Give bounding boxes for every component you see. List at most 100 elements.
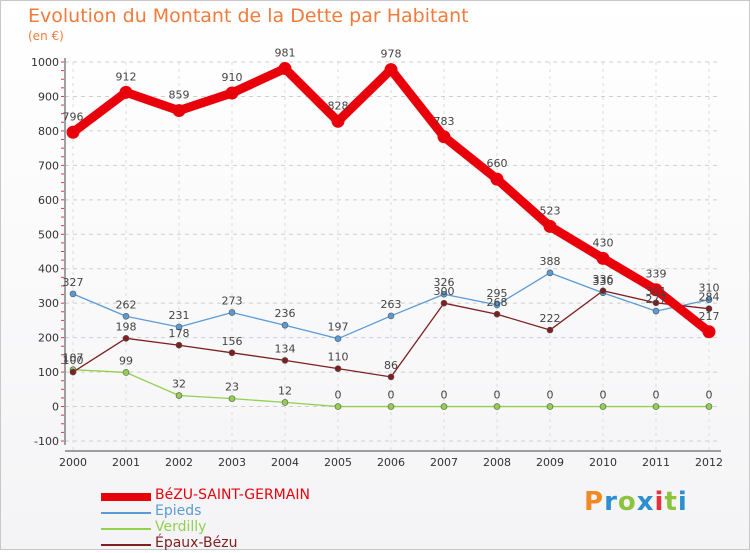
legend-swatch <box>101 544 151 546</box>
data-point <box>596 251 610 265</box>
data-label: 859 <box>169 89 190 102</box>
data-point <box>440 299 448 307</box>
data-point <box>119 85 133 99</box>
logo-letter: x <box>636 487 655 517</box>
data-label: 198 <box>116 320 137 333</box>
data-label: 301 <box>646 285 667 298</box>
y-tick-label: 0 <box>52 401 59 414</box>
data-label: 134 <box>275 342 296 355</box>
x-tick-label: 2005 <box>324 456 352 469</box>
data-point <box>278 62 292 76</box>
data-point <box>493 403 501 410</box>
data-label: 107 <box>63 352 84 365</box>
data-label: 100 <box>63 354 84 367</box>
logo-letter: P <box>584 487 605 517</box>
data-label: 32 <box>172 378 186 391</box>
y-tick-label: 100 <box>38 366 59 379</box>
data-point <box>69 368 77 376</box>
y-tick-label: 1000 <box>31 56 59 69</box>
data-point <box>543 219 557 233</box>
data-label: 284 <box>699 291 720 304</box>
data-point <box>281 399 289 406</box>
y-tick-label: 700 <box>38 159 59 172</box>
data-point <box>440 403 448 410</box>
logo-letter: t <box>664 487 678 517</box>
data-point <box>228 309 236 316</box>
data-label: 660 <box>487 157 508 170</box>
data-label: 300 <box>434 285 455 298</box>
data-label: 0 <box>547 389 554 402</box>
data-point <box>172 104 186 118</box>
data-point <box>387 373 395 381</box>
data-point <box>387 312 395 320</box>
data-label: 86 <box>384 359 398 372</box>
data-point <box>649 283 663 297</box>
data-point <box>334 365 342 372</box>
x-tick-label: 2007 <box>430 456 458 469</box>
data-label: 0 <box>706 389 713 402</box>
y-unit-label: (en €) <box>28 29 64 43</box>
data-point <box>281 321 289 329</box>
legend-swatch <box>101 493 151 501</box>
data-point <box>546 326 554 334</box>
data-label: 222 <box>540 312 561 325</box>
x-tick-label: 2012 <box>695 456 723 469</box>
x-tick-label: 2011 <box>642 456 670 469</box>
data-point <box>652 307 660 315</box>
data-point <box>387 403 395 410</box>
y-tick-label: 900 <box>38 90 59 103</box>
data-point <box>546 403 554 410</box>
data-label: 796 <box>63 110 84 123</box>
x-tick-label: 2009 <box>536 456 564 469</box>
data-label: 310 <box>699 282 720 295</box>
series-line <box>70 64 712 336</box>
data-label: 326 <box>434 276 455 289</box>
data-point <box>705 403 713 410</box>
data-label: 0 <box>335 389 342 402</box>
data-label: 430 <box>593 236 614 249</box>
data-label: 388 <box>540 255 561 268</box>
x-tick-label: 2000 <box>59 456 87 469</box>
data-label: 12 <box>278 384 292 397</box>
data-label: 981 <box>275 47 296 60</box>
data-point <box>69 290 77 298</box>
x-tick-label: 2002 <box>165 456 193 469</box>
data-point <box>175 392 183 399</box>
data-label: 178 <box>169 327 190 340</box>
data-label: 0 <box>441 389 448 402</box>
chart-title: Evolution du Montant de la Dette par Hab… <box>28 5 469 27</box>
data-label: 197 <box>328 321 349 334</box>
data-point <box>493 310 501 318</box>
data-point <box>122 312 130 320</box>
data-point <box>228 395 236 402</box>
data-label: 339 <box>646 268 667 281</box>
data-label: 0 <box>600 389 607 402</box>
x-tick-label: 2003 <box>218 456 246 469</box>
data-point <box>652 299 660 307</box>
data-point <box>334 335 342 342</box>
data-point <box>599 287 607 295</box>
logo-letter: i <box>677 487 688 517</box>
data-point <box>384 63 398 77</box>
data-point <box>122 335 130 342</box>
data-label: 110 <box>328 351 349 364</box>
x-tick-label: 2006 <box>377 456 405 469</box>
data-point <box>702 325 716 339</box>
data-point <box>599 403 607 410</box>
data-point <box>705 296 713 304</box>
data-label: 262 <box>116 298 137 311</box>
logo-letter: o <box>617 487 637 517</box>
y-tick-label: -100 <box>34 435 59 448</box>
data-label: 268 <box>487 296 508 309</box>
data-point <box>225 86 239 100</box>
x-tick-label: 2001 <box>112 456 140 469</box>
data-label: 523 <box>540 204 561 217</box>
data-label: 156 <box>222 335 243 348</box>
y-tick-label: 400 <box>38 263 59 276</box>
legend-swatch <box>101 512 151 514</box>
data-label: 263 <box>381 298 402 311</box>
data-point <box>490 172 504 186</box>
data-label: 0 <box>494 389 501 402</box>
